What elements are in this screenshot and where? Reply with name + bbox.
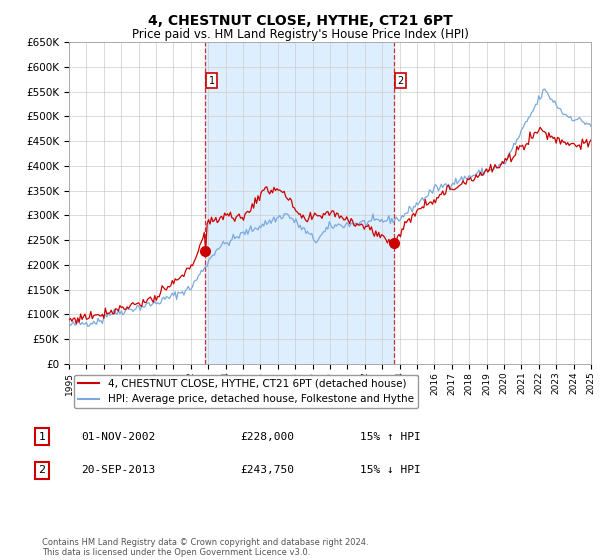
- Text: Price paid vs. HM Land Registry's House Price Index (HPI): Price paid vs. HM Land Registry's House …: [131, 28, 469, 41]
- Text: 01-NOV-2002: 01-NOV-2002: [81, 432, 155, 442]
- Text: £243,750: £243,750: [240, 465, 294, 475]
- Text: Contains HM Land Registry data © Crown copyright and database right 2024.
This d: Contains HM Land Registry data © Crown c…: [42, 538, 368, 557]
- Text: 15% ↑ HPI: 15% ↑ HPI: [360, 432, 421, 442]
- Text: 1: 1: [209, 76, 215, 86]
- Legend: 4, CHESTNUT CLOSE, HYTHE, CT21 6PT (detached house), HPI: Average price, detache: 4, CHESTNUT CLOSE, HYTHE, CT21 6PT (deta…: [74, 375, 418, 408]
- Text: 2: 2: [397, 76, 404, 86]
- Text: £228,000: £228,000: [240, 432, 294, 442]
- Text: 20-SEP-2013: 20-SEP-2013: [81, 465, 155, 475]
- Text: 1: 1: [38, 432, 46, 442]
- Text: 15% ↓ HPI: 15% ↓ HPI: [360, 465, 421, 475]
- Text: 2: 2: [38, 465, 46, 475]
- Text: 4, CHESTNUT CLOSE, HYTHE, CT21 6PT: 4, CHESTNUT CLOSE, HYTHE, CT21 6PT: [148, 14, 452, 28]
- Bar: [205, 42, 394, 364]
